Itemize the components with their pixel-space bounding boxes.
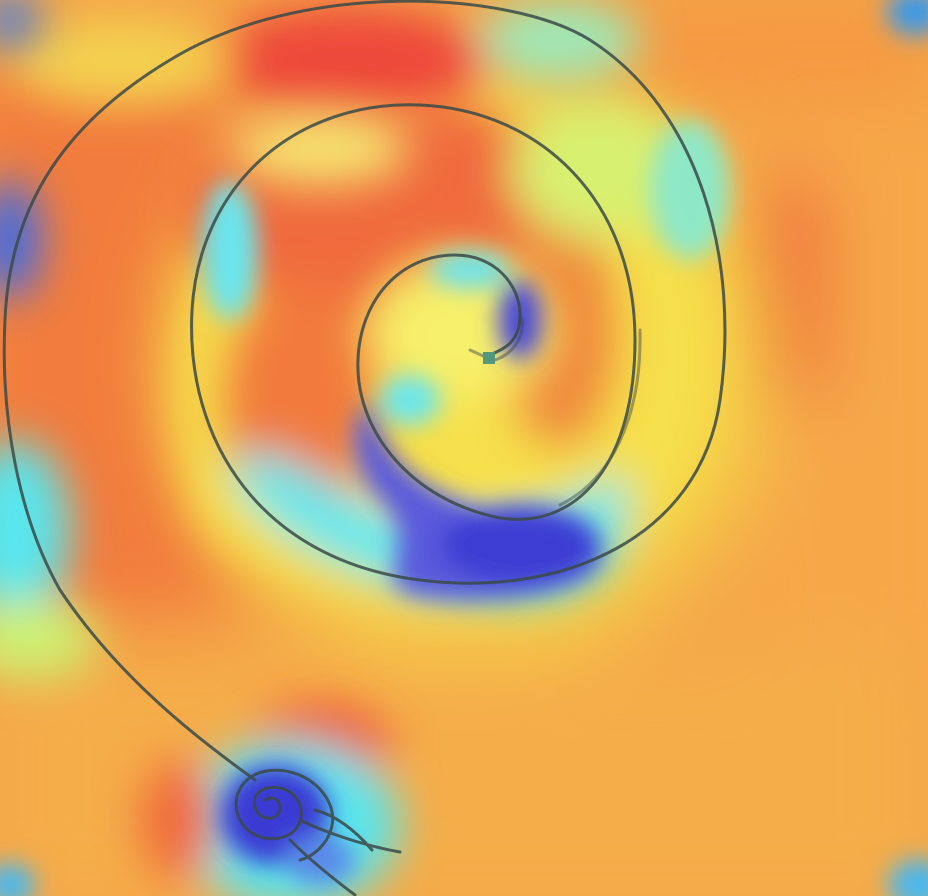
spiral-center-mark	[483, 352, 495, 364]
